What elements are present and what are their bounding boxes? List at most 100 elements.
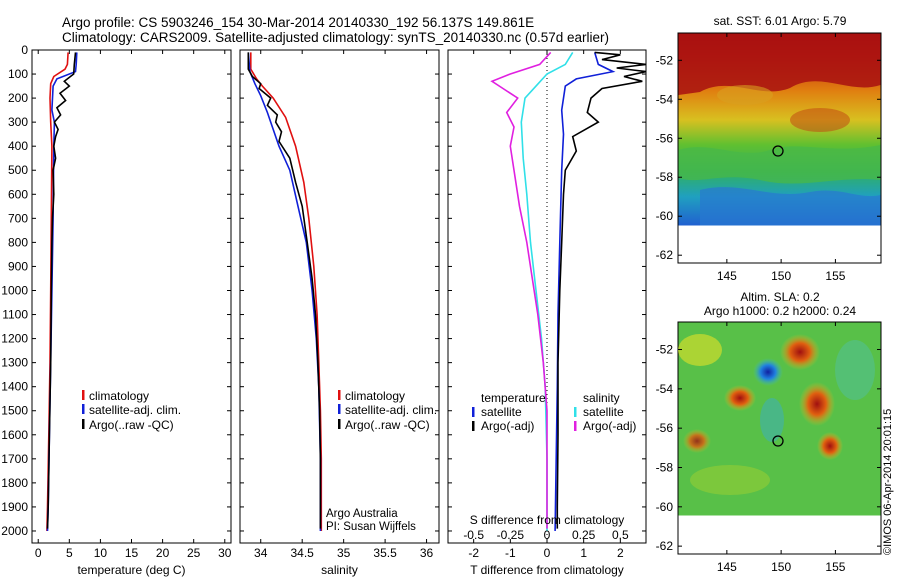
sla-map-title-2: Argo h1000: 0.2 h2000: 0.24 <box>704 304 856 318</box>
depth-tick-label: 1600 <box>1 428 28 442</box>
sla-map-lat-label: -60 <box>656 500 674 514</box>
sst-map-lat-label: -60 <box>656 209 674 223</box>
sst-map-lat-label: -56 <box>656 131 674 145</box>
diff-legend-label: satellite <box>583 405 624 419</box>
depth-tick-label: 700 <box>8 211 28 225</box>
depth-tick-label: 600 <box>8 187 28 201</box>
temperature-xtick-label: 30 <box>218 546 232 560</box>
diff-legend-swatch <box>574 421 577 431</box>
salinity-annotation: Argo Australia <box>326 508 398 520</box>
depth-tick-label: 1700 <box>1 452 28 466</box>
salinity-legend-swatch <box>338 404 341 414</box>
sst-map-title: sat. SST: 6.01 Argo: 5.79 <box>714 14 847 28</box>
sla-map: Altim. SLA: 0.2 Argo h1000: 0.2 h2000: 0… <box>656 290 894 574</box>
sla-map-lat-label: -62 <box>656 539 674 553</box>
salinity-legend-label: climatology <box>345 389 405 403</box>
salinity-difference-axis-label: S difference from climatology <box>470 513 625 527</box>
difference-xtick-label: 2 <box>617 546 624 560</box>
figure-title-line1: Argo profile: CS 5903246_154 30-Mar-2014… <box>62 15 534 30</box>
depth-tick-label: 400 <box>8 139 28 153</box>
sla-map-lat-label: -52 <box>656 343 674 357</box>
depth-tick-label: 1500 <box>1 404 28 418</box>
temperature-xtick-label: 0 <box>35 546 42 560</box>
sst-map: sat. SST: 6.01 Argo: 5.79 145 150 155 -52 -5… <box>656 14 882 283</box>
temperature-legend-label: Argo(..raw -QC) <box>89 418 174 432</box>
salinity-xtick-label: 36 <box>420 546 434 560</box>
temperature-legend-label: climatology <box>89 389 149 403</box>
salinity-difference-tick-label: 0.25 <box>572 528 596 542</box>
salinity-series-2-line <box>247 52 322 529</box>
sla-map-lon-label: 145 <box>717 560 737 574</box>
sla-map-lon-label: 155 <box>825 560 845 574</box>
difference-series-3-line <box>490 51 552 529</box>
difference-xlabel: T difference from climatology <box>470 563 624 577</box>
salinity-legend-label: Argo(..raw -QC) <box>345 418 430 432</box>
difference-xtick-label: -2 <box>468 546 479 560</box>
temperature-xtick-label: 25 <box>187 546 201 560</box>
depth-tick-label: 1000 <box>1 283 28 297</box>
salinity-panel: 34 34.5 35 35.5 36 salinity climatologysatelli… <box>239 49 440 577</box>
salinity-xlabel: salinity <box>321 563 358 577</box>
salinity-difference-tick-label: 0 <box>544 528 551 542</box>
salinity-legend-swatch <box>338 390 341 400</box>
sst-argo-marker <box>772 145 784 157</box>
diff-legend-label: satellite <box>481 405 522 419</box>
sla-argo-marker <box>772 435 784 447</box>
sst-map-lon-label: 155 <box>825 269 845 283</box>
difference-xtick-label: -1 <box>505 546 516 560</box>
salinity-plot-frame <box>239 49 440 544</box>
diff-legend-label: Argo(-adj) <box>481 419 534 433</box>
depth-tick-label: 1300 <box>1 356 28 370</box>
diff-legend-header-temperature: temperature <box>481 391 546 405</box>
depth-tick-label: 1100 <box>2 308 28 322</box>
temperature-xtick-label: 15 <box>125 546 139 560</box>
depth-tick-label: 300 <box>8 115 28 129</box>
depth-tick-label: 0 <box>21 43 28 57</box>
temperature-xtick-label: 20 <box>156 546 170 560</box>
sst-map-lat-label: -54 <box>656 92 674 106</box>
difference-series-1-line <box>556 51 647 529</box>
temperature-xlabel: temperature (deg C) <box>77 563 185 577</box>
difference-panel: -2 -1 0 1 2 T difference from climatology temp… <box>447 49 647 577</box>
diff-legend-swatch <box>472 421 475 431</box>
depth-tick-label: 1900 <box>1 500 28 514</box>
salinity-xtick-label: 35.5 <box>373 546 397 560</box>
salinity-legend-label: satellite-adj. clim. <box>345 403 437 417</box>
diff-legend-swatch <box>472 407 475 417</box>
temperature-legend-swatch <box>82 419 85 429</box>
temperature-xtick-label: 5 <box>66 546 73 560</box>
diff-legend-label: Argo(-adj) <box>583 419 636 433</box>
figure-title-line2: Climatology: CARS2009. Satellite-adjuste… <box>62 30 609 45</box>
salinity-legend-swatch <box>338 419 341 429</box>
sst-map-lat-label: -58 <box>656 170 674 184</box>
salinity-difference-tick-label: 0.5 <box>612 528 629 542</box>
depth-tick-label: 500 <box>8 163 28 177</box>
depth-tick-label: 1200 <box>1 332 28 346</box>
sst-map-lat-label: -62 <box>656 248 674 262</box>
diff-legend-header-salinity: salinity <box>583 391 620 405</box>
imos-timestamp-label: ©IMOS 06-Apr-2014 20:01:15 <box>882 409 894 555</box>
sla-map-lat-label: -58 <box>656 460 674 474</box>
diff-legend-swatch <box>574 407 577 417</box>
salinity-xtick-label: 34.5 <box>291 546 315 560</box>
sst-map-image <box>678 33 881 226</box>
salinity-xtick-label: 35 <box>337 546 351 560</box>
sla-map-lon-label: 150 <box>771 560 791 574</box>
temperature-series-2-line <box>46 52 77 529</box>
temperature-xtick-label: 10 <box>94 546 108 560</box>
depth-tick-label: 1800 <box>1 476 28 490</box>
salinity-annotation: PI: Susan Wijffels <box>326 521 416 533</box>
depth-tick-label: 900 <box>8 259 28 273</box>
depth-tick-label: 2000 <box>1 524 28 538</box>
depth-tick-label: 1400 <box>1 380 28 394</box>
salinity-difference-tick-label: -0.5 <box>463 528 484 542</box>
temperature-panel: 0 5 10 15 20 25 300100200300400500600700800900… <box>1 43 231 577</box>
salinity-difference-tick-label: -0.25 <box>497 528 525 542</box>
depth-tick-label: 100 <box>8 67 28 81</box>
sst-map-lon-label: 150 <box>771 269 791 283</box>
sst-map-lat-label: -52 <box>656 53 674 67</box>
difference-xtick-label: 1 <box>580 546 587 560</box>
temperature-legend-swatch <box>82 390 85 400</box>
temperature-legend-label: satellite-adj. clim. <box>89 403 181 417</box>
